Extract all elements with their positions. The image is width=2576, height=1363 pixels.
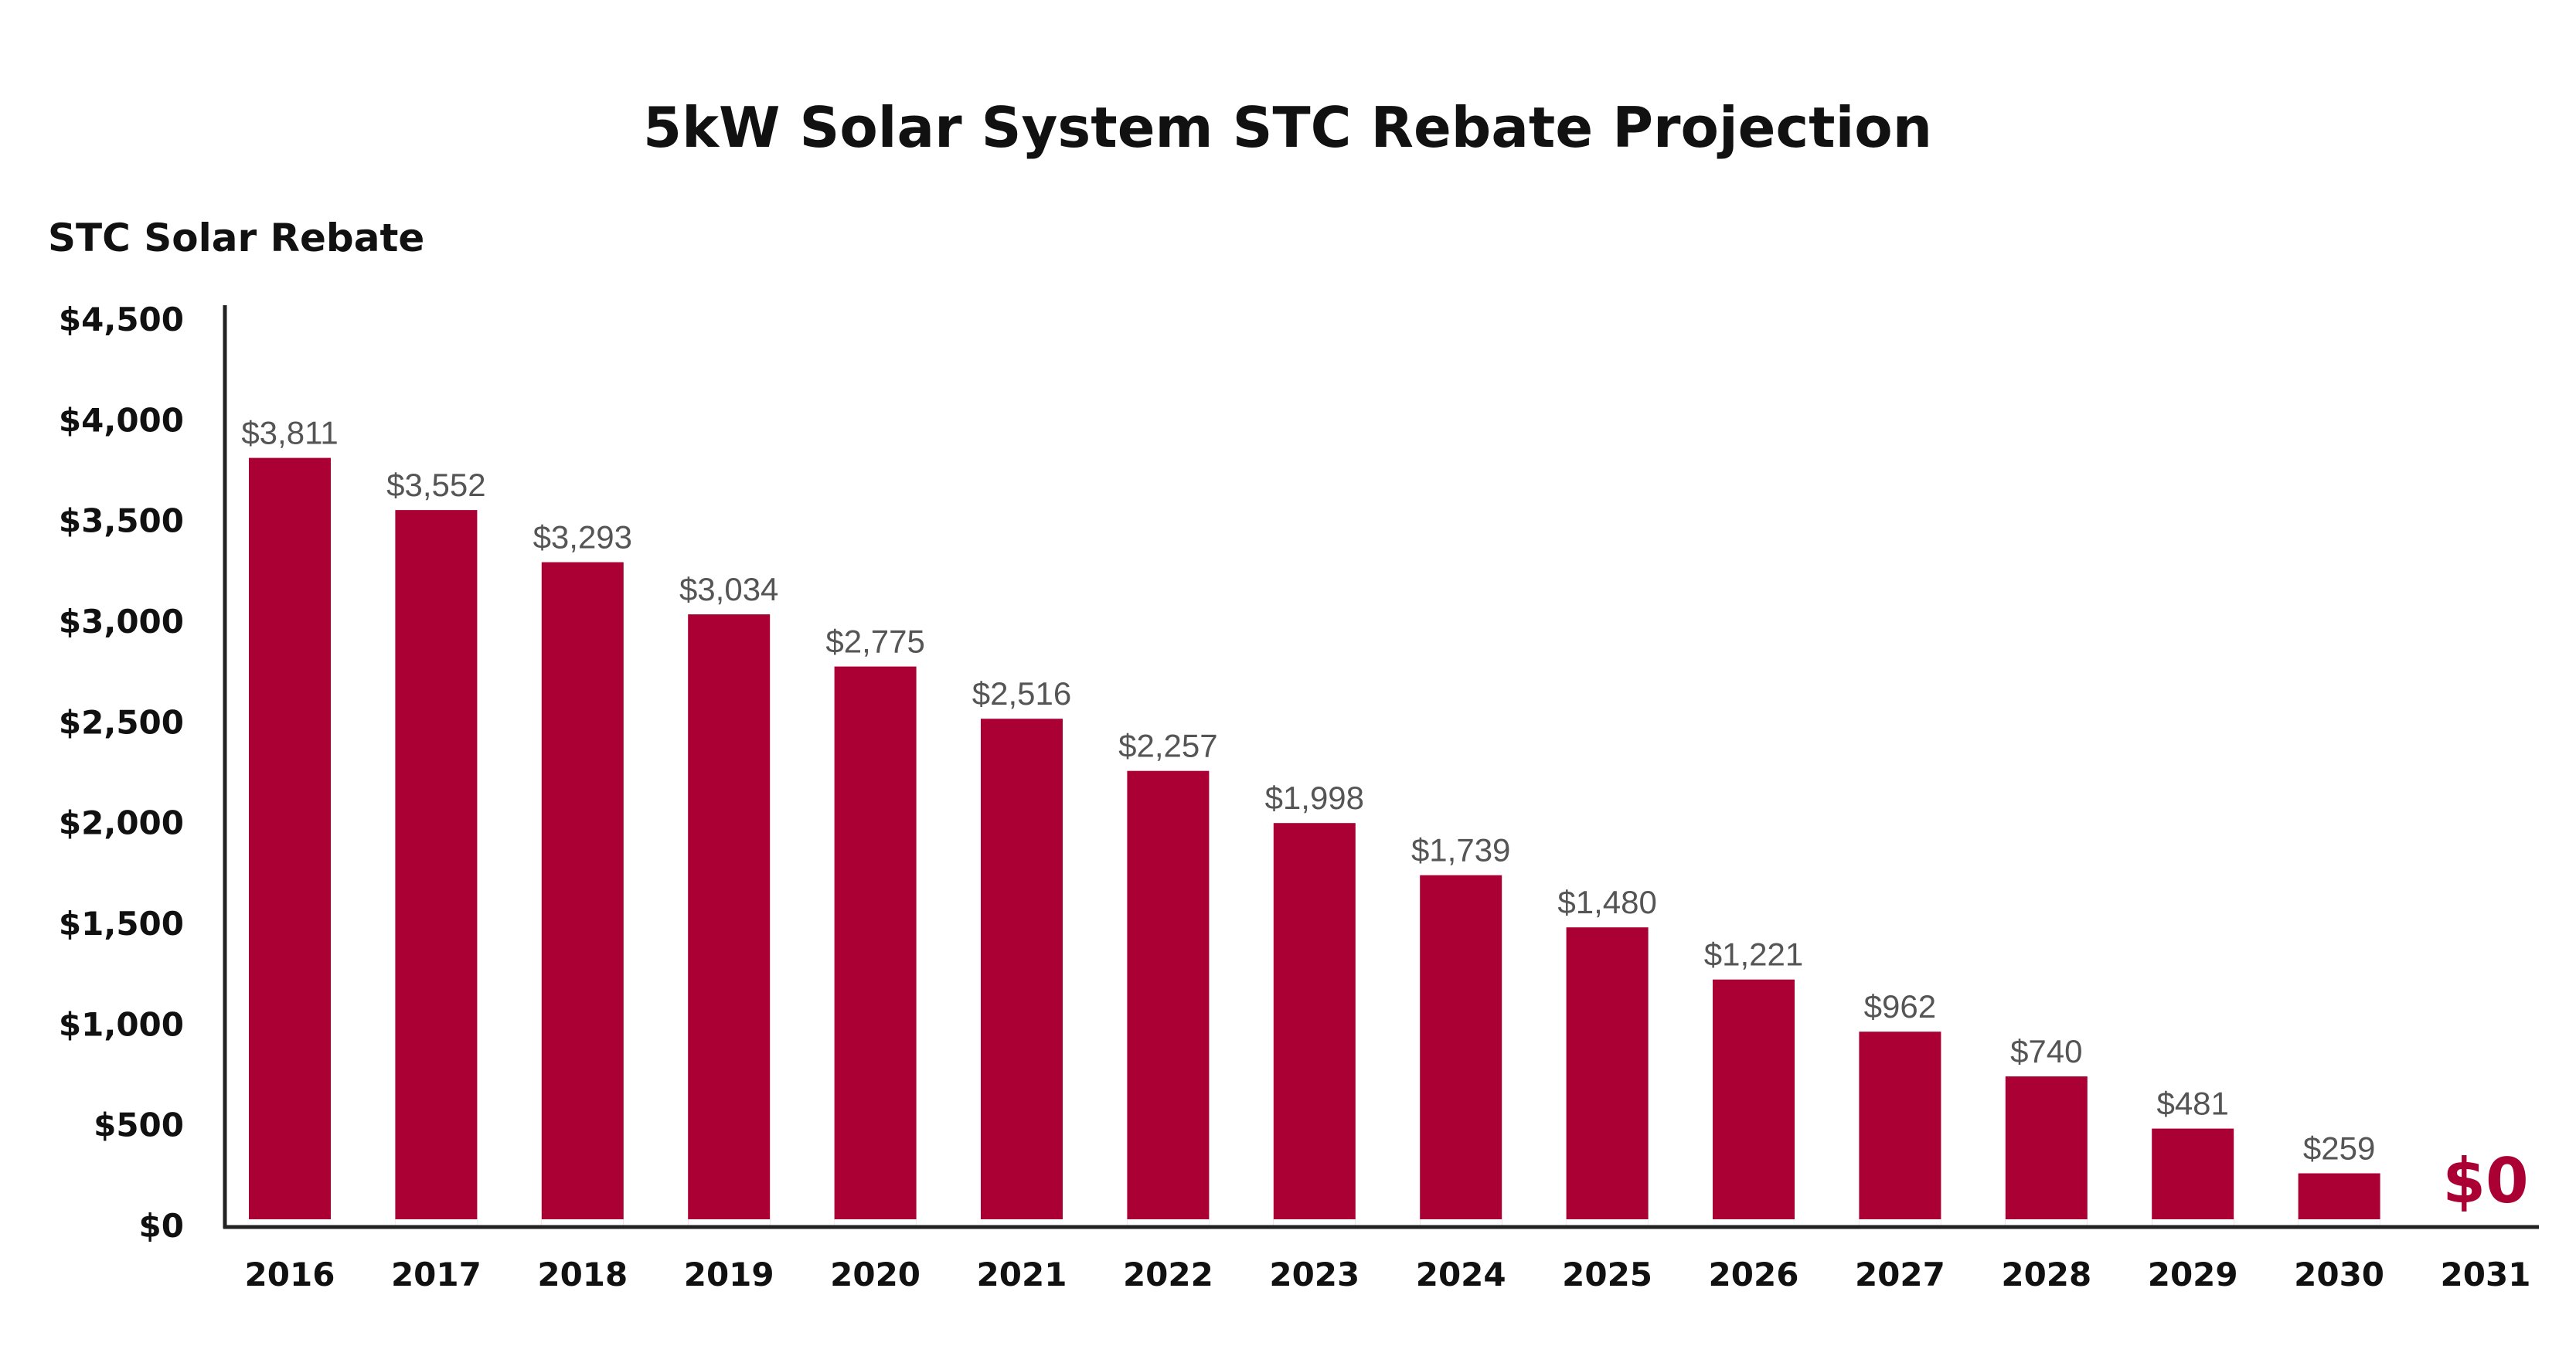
bar (1420, 875, 1502, 1225)
bar (249, 457, 331, 1225)
x-tick-label: 2022 (1123, 1256, 1213, 1293)
y-axis-ticks: $0 $500 $1,000 $1,500 $2,000 $2,500 $3,000 $3,5… (59, 301, 184, 1245)
x-tick-label: 2030 (2294, 1256, 2384, 1293)
x-tick-label: 2024 (1416, 1256, 1506, 1293)
data-label: $3,811 (241, 415, 338, 451)
chart-title: 5kW Solar System STC Rebate Projection (643, 95, 1932, 160)
x-tick-label: 2019 (684, 1256, 774, 1293)
data-label: $1,221 (1704, 936, 1803, 973)
data-label: $1,998 (1265, 780, 1364, 816)
y-tick-label: $2,500 (59, 703, 184, 741)
y-tick-label: $500 (94, 1106, 184, 1144)
bar-base (249, 1219, 331, 1225)
bar (1859, 1032, 1941, 1225)
data-label: $481 (2156, 1086, 2228, 1122)
bar-base (981, 1219, 1063, 1225)
bar (1566, 927, 1649, 1225)
x-tick-label: 2023 (1269, 1256, 1359, 1293)
data-label: $740 (2010, 1033, 2082, 1069)
x-tick-label: 2028 (2001, 1256, 2091, 1293)
x-tick-label: 2016 (245, 1256, 335, 1293)
y-tick-label: $3,500 (59, 502, 184, 540)
y-tick-label: $0 (139, 1207, 184, 1245)
bar (2152, 1128, 2234, 1225)
x-tick-label: 2025 (1562, 1256, 1652, 1293)
x-tick-label: 2027 (1855, 1256, 1945, 1293)
data-label: $962 (1864, 988, 1936, 1025)
bar (1713, 979, 1795, 1225)
data-labels-group: $3,811 $3,552 $3,293 $3,034 $2,775 $2,516 $2,2… (241, 415, 2528, 1217)
bar (1273, 823, 1356, 1225)
x-tick-label: 2031 (2441, 1256, 2531, 1293)
bar-base (1859, 1219, 1941, 1225)
x-tick-label: 2018 (537, 1256, 628, 1293)
x-tick-label: 2026 (1709, 1256, 1799, 1293)
data-label-final: $0 (2442, 1145, 2528, 1217)
x-tick-label: 2017 (391, 1256, 482, 1293)
y-tick-label: $4,500 (59, 301, 184, 338)
y-tick-label: $2,000 (59, 804, 184, 842)
bar-base (1420, 1219, 1502, 1225)
bar (834, 666, 917, 1225)
bar-base (834, 1219, 917, 1225)
x-tick-label: 2020 (830, 1256, 920, 1293)
data-label: $1,739 (1411, 832, 1510, 868)
bar (2298, 1173, 2380, 1225)
bar (395, 510, 478, 1225)
bar-base (1713, 1219, 1795, 1225)
x-tick-label: 2021 (977, 1256, 1067, 1293)
bar-base (1566, 1219, 1649, 1225)
x-axis-ticks: 2016 2017 2018 2019 2020 2021 2022 2023 2024 2025… (245, 1256, 2531, 1293)
data-label: $3,552 (386, 467, 485, 503)
data-label: $3,293 (533, 519, 632, 556)
bar (981, 719, 1063, 1225)
bar (2005, 1076, 2088, 1225)
data-label: $2,257 (1118, 728, 1217, 764)
bar-base (1127, 1219, 1210, 1225)
bar-base (2152, 1219, 2234, 1225)
y-tick-label: $1,000 (59, 1005, 184, 1043)
bar (541, 562, 624, 1225)
y-tick-label: $3,000 (59, 603, 184, 641)
bar (688, 614, 771, 1225)
bars-group (249, 457, 2380, 1225)
data-label: $3,034 (679, 571, 778, 607)
data-label: $2,775 (825, 624, 924, 660)
bar-base (2005, 1219, 2088, 1225)
bar-base (688, 1219, 771, 1225)
bar-base (395, 1219, 478, 1225)
data-label: $259 (2303, 1130, 2375, 1167)
data-label: $2,516 (972, 675, 1071, 712)
y-axis-label: STC Solar Rebate (48, 216, 424, 260)
bar-base (541, 1219, 624, 1225)
x-tick-label: 2029 (2148, 1256, 2238, 1293)
bar (1127, 770, 1210, 1225)
data-label: $1,480 (1557, 884, 1656, 920)
y-tick-label: $1,500 (59, 905, 184, 943)
bar-base (1273, 1219, 1356, 1225)
bar-base (2298, 1219, 2380, 1225)
y-tick-label: $4,000 (59, 401, 184, 439)
